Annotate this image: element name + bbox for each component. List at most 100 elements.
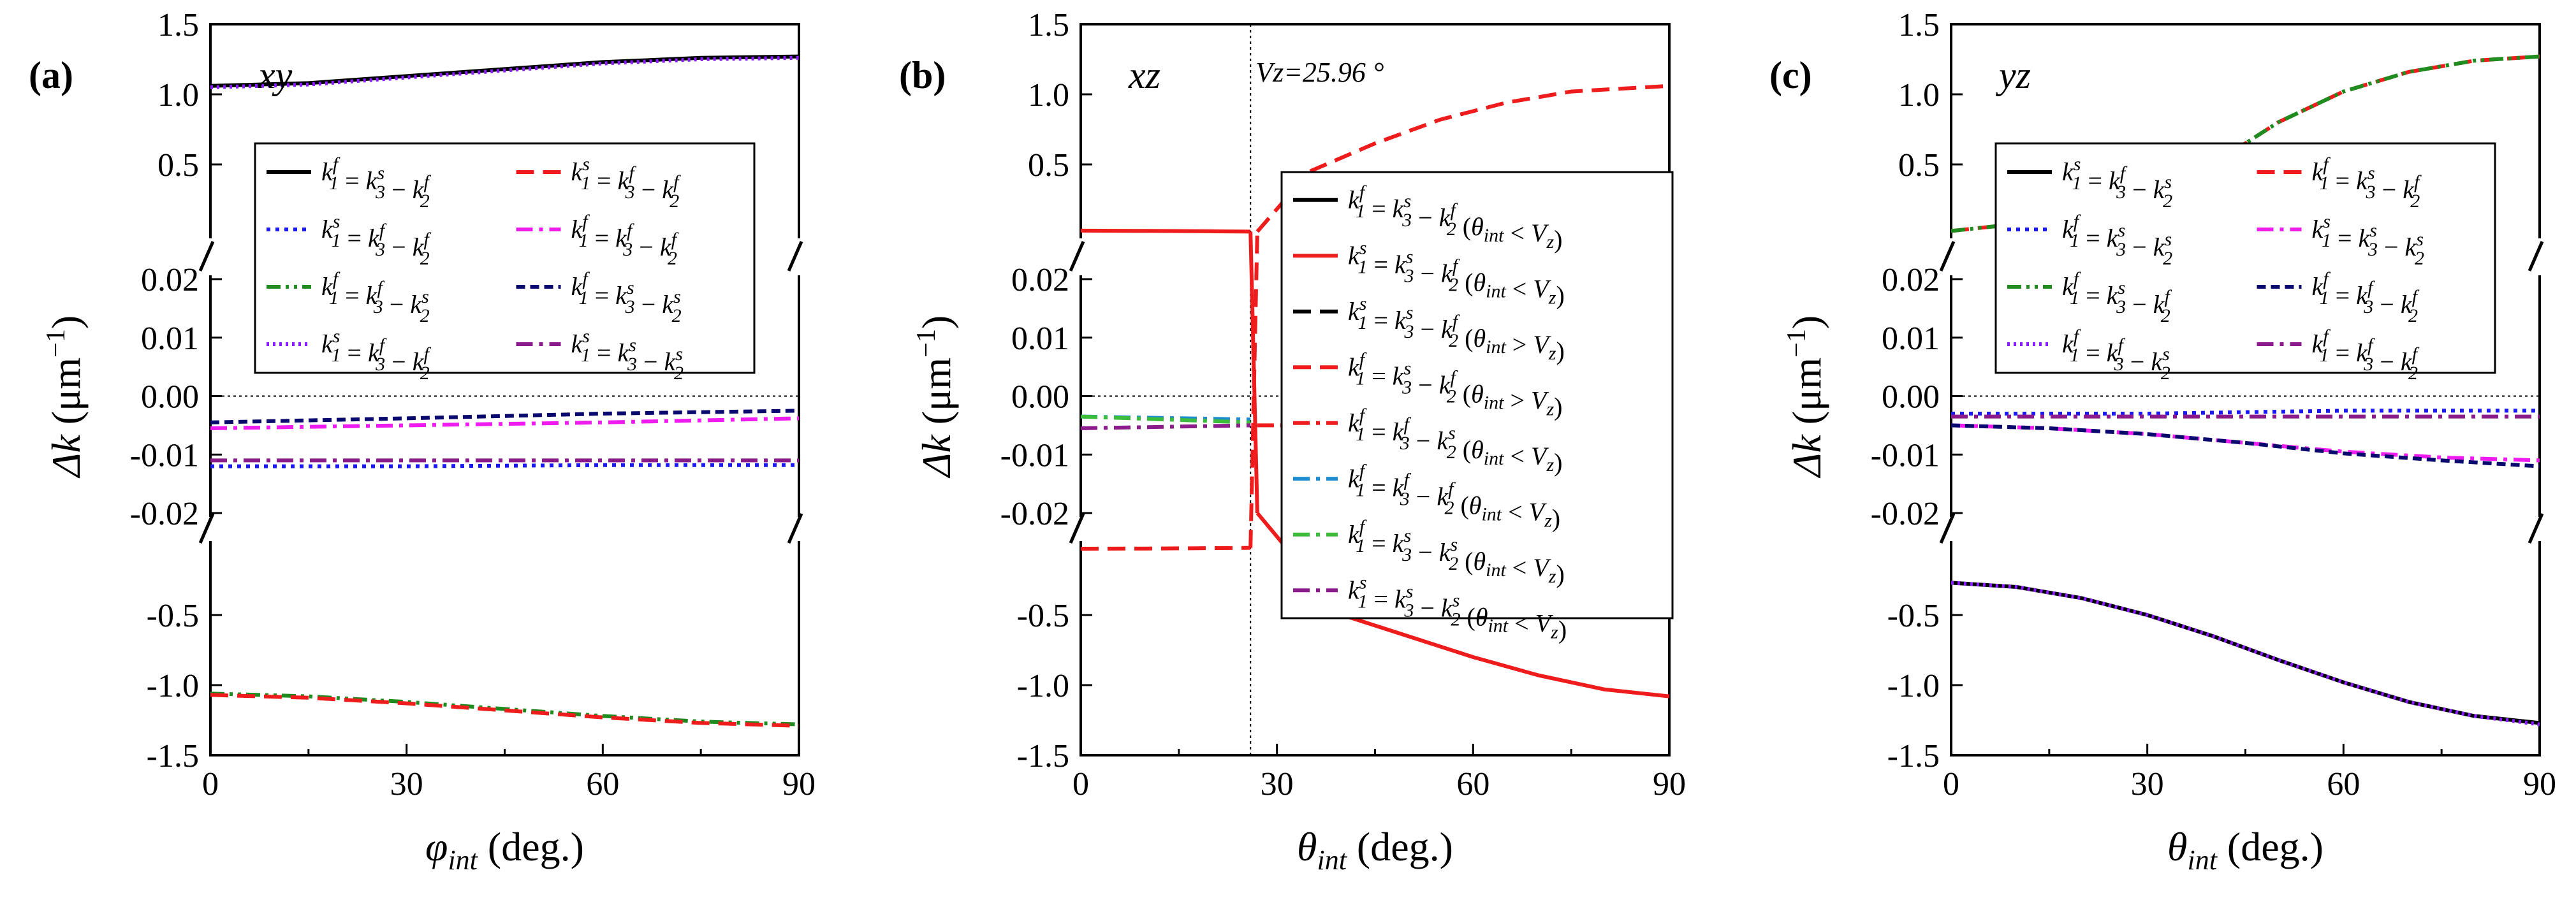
x-axis-label: θint (deg.) <box>2167 824 2324 876</box>
series-line-blue-small <box>210 463 799 468</box>
legend-entry: kf 1 = ks 3 − ks 2 <box>2062 211 2172 269</box>
y-tick-label: -1.5 <box>147 738 199 774</box>
series-line-upper-green <box>1950 54 2540 233</box>
y-tick-label: -1.5 <box>1887 738 1940 774</box>
y-tick-label: -1.0 <box>1887 668 1940 704</box>
chart-panel-xz: 0 30 60 90 0.5 1.0 1.5 0.02 0.01 0.00 -0.01 -0.02 -0… <box>899 7 1686 876</box>
y-axis-label: Δk (μm−1) <box>912 315 959 479</box>
y-tick-label: -0.5 <box>147 598 199 634</box>
legend-entry: kf 1 = ks 3 − kf 2 <box>321 154 431 212</box>
panel-label: (a) <box>29 54 73 96</box>
x-tick-label: 30 <box>390 766 423 802</box>
legend-entry: ks 1 = ks 3 − kf 2 (θint < Vz) <box>1348 237 1565 309</box>
legend-entry: ks 1 = kf 3 − kf 2 <box>571 154 681 212</box>
y-tick-label: -0.5 <box>1017 598 1069 634</box>
plot-frame <box>209 23 800 757</box>
panel-label: (b) <box>899 54 946 96</box>
y-tick-label: 1.0 <box>1898 77 1940 113</box>
x-tick-label: 30 <box>1261 766 1294 802</box>
legend-entry: kf 1 = ks 3 − kf 2 (θint > Vz) <box>1348 349 1562 421</box>
legend-box <box>1280 171 1674 619</box>
x-axis-label: φint (deg.) <box>425 824 584 876</box>
x-tick-label: 90 <box>782 766 816 802</box>
legend-entry: ks 1 = kf 3 − ks 2 <box>2062 154 2172 212</box>
legend-entry: kf 1 = ks 3 − kf 2 (θint < Vz) <box>1348 182 1562 254</box>
vz-annotation: Vz=25.96 ° <box>1255 57 1384 88</box>
series-line-upper-violet <box>210 55 800 89</box>
series-line-red-dashed-lower <box>1080 546 1251 551</box>
legend-entry: kf 1 = kf 3 − ks 2 <box>321 268 430 326</box>
plane-label: yz <box>1995 54 2031 96</box>
y-tick-label: 1.5 <box>157 7 199 43</box>
plane-label: xy <box>258 54 293 96</box>
y-tick-label: 0.00 <box>1011 379 1069 416</box>
legend-entry: kf 1 = kf 3 − ks 2 <box>2062 326 2170 384</box>
legend-entry: ks 1 = ks 3 − kf 2 (θint > Vz) <box>1348 293 1565 365</box>
legend: kf 1 = ks 3 − kf 2ks 1 = kf 3 − kf 2ks 1 = kf 3 … <box>254 142 756 384</box>
series-line-red-solid-upper <box>1080 228 1251 234</box>
y-tick-label: 0.5 <box>1028 147 1069 184</box>
series-line-lightgreen <box>1080 414 1251 424</box>
legend-entry: kf 1 = ks 3 − kf 2 <box>2312 154 2422 212</box>
axis-break-mark <box>1939 241 1956 272</box>
legend: kf 1 = ks 3 − kf 2 (θint < Vz)ks 1 = ks 3 − k… <box>1280 171 1674 644</box>
y-tick-label: 0.5 <box>1898 147 1940 184</box>
y-tick-label: -0.02 <box>130 496 199 532</box>
y-tick-label: 0.00 <box>1882 379 1940 416</box>
y-tick-label: 0.02 <box>141 262 199 298</box>
chart-panel-yz: 0 30 60 90 0.5 1.0 1.5 0.02 0.01 0.00 -0.01 -0.02 -0… <box>1769 7 2556 876</box>
legend-entry: ks 1 = ks 3 − ks 2 <box>571 326 684 384</box>
y-axis-label: Δk (μm−1) <box>1782 315 1829 479</box>
series-line-purple <box>1080 423 1251 430</box>
y-tick-label: 1.5 <box>1028 7 1069 43</box>
legend-entry: kf 1 = ks 3 − ks 2 <box>571 268 682 326</box>
x-tick-label: 0 <box>1072 766 1089 802</box>
x-tick-label: 30 <box>2131 766 2164 802</box>
x-tick-label: 60 <box>586 766 619 802</box>
y-tick-label: 0.01 <box>1882 321 1940 357</box>
series-line-lower-violet <box>1950 581 2540 727</box>
y-tick-label: -0.02 <box>1000 496 1069 532</box>
x-tick-label: 0 <box>1943 766 1959 802</box>
series-line-navy-small <box>1950 423 2540 468</box>
series-line-blue-small <box>1951 409 2540 416</box>
y-tick-label: 1.0 <box>157 77 199 113</box>
axis-break-mark <box>787 513 803 544</box>
y-tick-label: 1.0 <box>1028 77 1069 113</box>
axis-break-mark <box>787 241 803 272</box>
y-tick-label: -0.01 <box>130 437 199 474</box>
chart-panel-xy: 0 30 60 90 0.5 1.0 1.5 0.02 0.01 0.00 -0.01 -0.02 -0… <box>29 7 816 876</box>
legend-entry: kf 1 = kf 3 − kf 2 <box>2312 268 2420 326</box>
y-tick-label: 1.5 <box>1898 7 1940 43</box>
axis-break-mark <box>2528 513 2544 544</box>
axis-break-mark <box>1939 513 1956 544</box>
y-tick-label: 0.02 <box>1882 262 1940 298</box>
legend: ks 1 = kf 3 − ks 2kf 1 = ks 3 − kf 2kf 1 = ks 3 … <box>1994 142 2496 384</box>
x-tick-label: 60 <box>1456 766 1489 802</box>
legend-entry: kf 1 = ks 3 − kf 2 <box>2062 268 2172 326</box>
y-tick-label: 0.01 <box>1011 321 1069 357</box>
y-tick-label: 0.01 <box>141 321 199 357</box>
legend-entry: ks 1 = ks 3 − ks 2 (θint < Vz) <box>1348 572 1567 644</box>
axis-break-mark <box>1069 241 1085 272</box>
y-tick-label: -1.5 <box>1017 738 1069 774</box>
y-tick-label: 0.5 <box>157 147 199 184</box>
series-line-magenta-small <box>210 416 800 430</box>
legend-entry: ks 1 = kf 3 − kf 2 <box>321 326 431 384</box>
x-tick-label: 90 <box>2523 766 2556 802</box>
axis-break-mark <box>2528 241 2544 272</box>
panel-label: (c) <box>1769 54 1812 96</box>
legend-box <box>1994 142 2496 374</box>
legend-entry: ks 1 = kf 3 − kf 2 <box>321 211 431 269</box>
axis-break-mark <box>198 513 215 544</box>
x-axis-label: θint (deg.) <box>1297 824 1453 876</box>
axis-break-mark <box>198 241 215 272</box>
legend-entry: kf 1 = ks 3 − ks 2 (θint < Vz) <box>1348 516 1565 588</box>
series-line-red-dashed-upper <box>1255 83 1670 233</box>
y-tick-label: -0.5 <box>1887 598 1940 634</box>
y-tick-label: 0.00 <box>141 379 199 416</box>
y-tick-label: -0.01 <box>1000 437 1069 474</box>
series-line-cyan <box>1080 414 1251 422</box>
x-tick-label: 0 <box>202 766 219 802</box>
